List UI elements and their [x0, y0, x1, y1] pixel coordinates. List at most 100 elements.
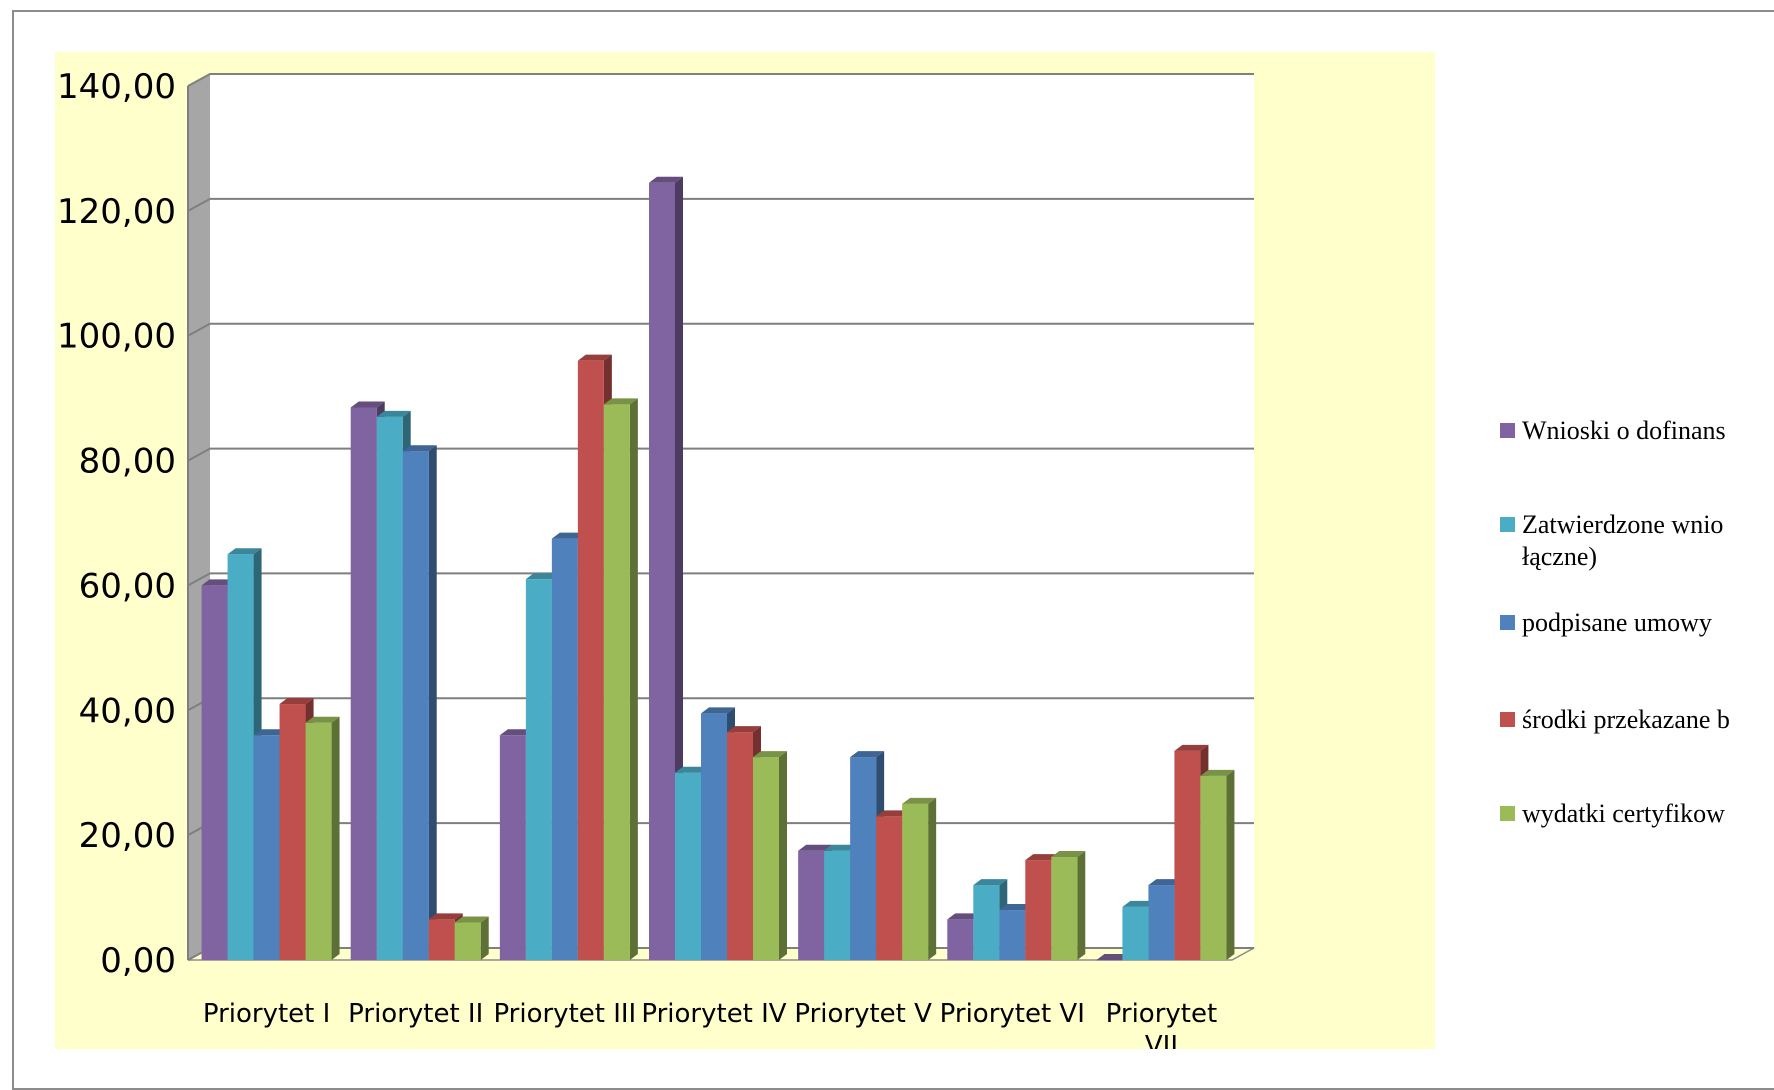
- bar: [675, 772, 701, 960]
- bar-top: [1174, 744, 1209, 751]
- bar-top: [279, 698, 314, 705]
- bar: [947, 919, 974, 960]
- bar: [499, 735, 526, 960]
- x-tick-label: Priorytet II: [348, 999, 483, 1029]
- y-tick-label: 20,00: [79, 816, 176, 856]
- bar-side: [331, 716, 340, 960]
- legend-label: środki przekazane b: [1522, 705, 1730, 734]
- bar-top: [253, 729, 288, 736]
- bar: [376, 416, 403, 960]
- bar-top: [201, 579, 236, 586]
- x-tick-label: Priorytet V: [794, 999, 932, 1029]
- bar-side: [675, 176, 683, 960]
- gridline: [187, 447, 1254, 462]
- legend-swatch: [1500, 806, 1515, 821]
- bar-top: [947, 913, 982, 920]
- bar-top: [973, 879, 1008, 886]
- bar-top: [428, 913, 463, 920]
- y-tick-label: 100,00: [57, 317, 176, 357]
- bar-top: [876, 810, 911, 817]
- x-tick-label: VII: [1145, 1031, 1178, 1049]
- bar: [876, 816, 903, 960]
- bar: [603, 404, 630, 960]
- y-tick-label: 40,00: [79, 691, 176, 731]
- legend-swatch: [1500, 712, 1515, 727]
- bar-top: [1148, 879, 1183, 886]
- bar-side: [629, 398, 638, 960]
- legend-swatch: [1500, 615, 1515, 630]
- x-tick-label: Priorytet I: [203, 999, 330, 1029]
- x-tick-label: Priorytet III: [493, 999, 636, 1029]
- bar-chart: 0,00 20,00 40,00 60,00 80,00 100,00 120,00 140,…: [55, 52, 1730, 1049]
- legend-swatch: [1500, 423, 1515, 438]
- y-tick-label: 80,00: [79, 442, 176, 482]
- bar: [1025, 860, 1052, 960]
- bar-top: [999, 904, 1034, 911]
- bar: [551, 538, 578, 960]
- legend-label: wydatki certyfikow: [1522, 799, 1725, 828]
- legend-label: łączne): [1522, 542, 1597, 571]
- bar-top: [454, 916, 489, 923]
- bar: [850, 757, 877, 960]
- bar: [1122, 906, 1149, 960]
- bar-top: [850, 751, 885, 758]
- bar: [902, 803, 929, 960]
- bar: [649, 182, 675, 960]
- chart-back-wall: [210, 74, 1254, 948]
- x-tick-label: Priorytet VI: [940, 999, 1085, 1029]
- bar-side: [779, 751, 787, 960]
- x-tick-label: Priorytet IV: [641, 999, 786, 1029]
- bar: [305, 722, 332, 960]
- legend-label: Zatwierdzone wnio: [1522, 510, 1723, 539]
- bar: [824, 850, 851, 960]
- x-tick-label: Priorytet: [1106, 999, 1218, 1029]
- legend-label: podpisane umowy: [1522, 608, 1712, 637]
- bar-side: [1077, 850, 1086, 960]
- legend-label: Wnioski o dofinans: [1522, 416, 1726, 445]
- bar: [227, 554, 254, 960]
- y-tick-label: 60,00: [79, 566, 176, 606]
- bar-top: [1122, 900, 1157, 907]
- bar-top: [577, 354, 612, 361]
- y-tick-label: 0,00: [100, 941, 176, 981]
- bar-top: [551, 532, 586, 539]
- bar: [428, 919, 455, 960]
- bar-side: [1226, 769, 1235, 960]
- gridline: [187, 572, 1254, 587]
- bar-top: [499, 729, 534, 736]
- bar-top: [1200, 769, 1235, 776]
- bar-side: [428, 445, 437, 960]
- bar-top: [824, 844, 859, 851]
- bar: [525, 579, 552, 960]
- bar: [973, 885, 1000, 960]
- bar: [577, 360, 604, 961]
- legend-swatch: [1500, 517, 1515, 532]
- bar-top: [227, 548, 262, 555]
- bar: [454, 922, 481, 960]
- bar: [402, 451, 429, 960]
- bar: [727, 732, 753, 960]
- bar-top: [701, 707, 735, 714]
- bar-top: [376, 410, 411, 417]
- bar-side: [928, 797, 937, 960]
- y-tick-label: 120,00: [57, 192, 176, 232]
- gridline: [187, 322, 1254, 337]
- bar: [753, 757, 779, 960]
- bar: [201, 585, 228, 960]
- bar-top: [798, 844, 833, 851]
- bar: [999, 910, 1026, 960]
- bar-top: [902, 797, 937, 804]
- bar-top: [753, 751, 787, 758]
- bar: [253, 735, 280, 960]
- bar: [1051, 856, 1078, 960]
- bar-top: [525, 573, 560, 580]
- bar: [701, 713, 727, 960]
- gridline: [187, 197, 1254, 212]
- bar: [1174, 750, 1201, 960]
- bar: [279, 704, 306, 960]
- bar-top: [1051, 850, 1086, 857]
- bar-top: [1025, 854, 1060, 861]
- bar-top: [305, 716, 340, 723]
- bar-top: [649, 176, 683, 183]
- gridline: [187, 73, 1254, 87]
